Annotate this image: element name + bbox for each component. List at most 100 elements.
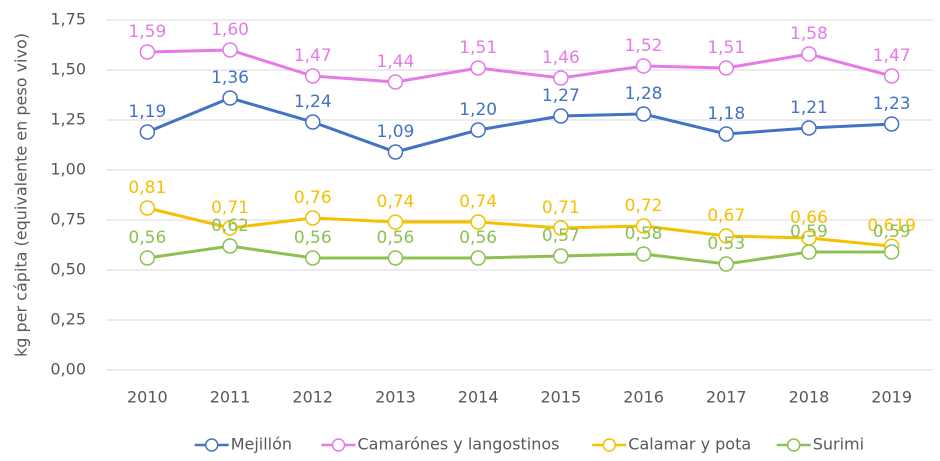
data-label: 0,56 — [128, 228, 166, 248]
data-label: 1,28 — [625, 84, 663, 104]
data-label: 1,59 — [128, 22, 166, 42]
point-marker — [553, 248, 569, 264]
series-line — [147, 48, 893, 84]
legend-label: Camarónes y langostinos — [358, 435, 560, 454]
x-tick-label: 2014 — [458, 388, 499, 407]
data-label: 0,56 — [294, 228, 332, 248]
data-label: 0,71 — [211, 198, 249, 218]
point-marker — [635, 58, 652, 74]
data-label: 1,09 — [377, 122, 415, 142]
x-tick-label: 2012 — [292, 388, 333, 407]
point-marker — [470, 122, 486, 138]
point-marker — [139, 124, 156, 140]
legend-item: Camarónes y langostinos — [321, 435, 560, 454]
data-label: 1,24 — [294, 92, 332, 112]
point-marker — [470, 60, 486, 76]
point-marker — [305, 68, 321, 84]
point-marker — [305, 114, 321, 130]
data-label: 0,58 — [625, 224, 663, 244]
data-label: 0,71 — [542, 198, 580, 218]
data-label: 0,67 — [707, 206, 745, 226]
data-label: 1,19 — [128, 102, 166, 122]
series-line — [146, 96, 892, 154]
data-label: 0,81 — [128, 178, 166, 198]
legend-marker — [602, 438, 617, 452]
point-marker — [883, 244, 900, 260]
point-marker — [139, 200, 156, 216]
y-tick-label: 1,50 — [50, 60, 86, 79]
point-marker — [718, 256, 734, 272]
point-marker — [635, 106, 652, 122]
data-label: 1,47 — [294, 46, 332, 66]
data-label: 1,60 — [211, 20, 249, 40]
point-marker — [387, 74, 404, 90]
legend-item: Mejillón — [194, 435, 292, 454]
x-tick-label: 2015 — [540, 388, 581, 407]
x-tick-label: 2016 — [623, 388, 664, 407]
point-marker — [222, 220, 238, 236]
point-marker — [222, 42, 238, 58]
y-tick-label: 1,25 — [50, 110, 86, 129]
point-marker — [470, 250, 486, 266]
legend-marker — [204, 438, 219, 452]
data-label: 0,74 — [377, 192, 415, 212]
data-label: 1,18 — [707, 104, 745, 124]
legend-label: Surimi — [813, 435, 864, 454]
x-tick-label: 2017 — [706, 388, 747, 407]
y-axis-label: kg per cápita (equivalente en peso vivo) — [12, 33, 31, 357]
point-marker — [387, 250, 404, 266]
x-tick-label: 2013 — [375, 388, 416, 407]
data-label: 0,74 — [459, 192, 497, 212]
y-tick-label: 0,25 — [50, 310, 86, 329]
data-label: 1,21 — [790, 98, 828, 118]
point-marker — [883, 116, 900, 132]
point-marker — [222, 90, 238, 106]
data-label: 0,76 — [294, 188, 332, 208]
point-marker — [222, 238, 238, 254]
point-marker — [305, 210, 321, 226]
point-marker — [718, 228, 734, 244]
point-marker — [635, 218, 652, 234]
data-label: 0,66 — [790, 208, 828, 228]
data-label: 0,59 — [790, 222, 828, 242]
data-label: 1,20 — [459, 100, 497, 120]
point-marker — [801, 46, 817, 62]
x-tick-label: 2018 — [789, 388, 830, 407]
point-marker — [635, 246, 652, 262]
data-label: 1,46 — [542, 48, 580, 68]
data-label: 1,52 — [625, 36, 663, 56]
legend-label: Calamar y pota — [628, 435, 751, 454]
data-label: 1,27 — [542, 86, 580, 106]
data-label: 1,23 — [873, 94, 911, 114]
y-tick-label: 1,75 — [50, 10, 86, 29]
data-label: 0,59 — [873, 222, 911, 242]
point-marker — [139, 44, 156, 60]
point-marker — [718, 60, 734, 76]
x-tick-label: 2019 — [871, 388, 912, 407]
series-line — [146, 206, 892, 248]
data-label: 0,57 — [542, 226, 580, 246]
y-tick-label: 0,75 — [50, 210, 86, 229]
y-tick-label: 0,00 — [50, 360, 86, 379]
legend-item: Surimi — [776, 435, 864, 454]
point-marker — [718, 126, 734, 142]
point-marker — [305, 250, 321, 266]
y-tick-label: 0,50 — [50, 260, 86, 279]
x-tick-label: 2010 — [127, 388, 168, 407]
point-marker — [801, 120, 817, 136]
point-marker — [470, 214, 486, 230]
legend-marker — [331, 438, 346, 452]
point-marker — [801, 244, 817, 260]
data-label: 0,53 — [707, 234, 745, 254]
data-label: 1,51 — [459, 38, 497, 58]
legend-label: Mejillón — [231, 435, 292, 454]
data-label: 0,56 — [459, 228, 497, 248]
data-label: 1,47 — [873, 46, 911, 66]
data-label: 1,36 — [211, 68, 249, 88]
data-label: 0,72 — [625, 196, 663, 216]
data-label: 1,51 — [707, 38, 745, 58]
data-label: 0,62 — [211, 216, 249, 236]
point-marker — [139, 250, 156, 266]
y-tick-label: 1,00 — [50, 160, 86, 179]
point-marker — [553, 108, 569, 124]
